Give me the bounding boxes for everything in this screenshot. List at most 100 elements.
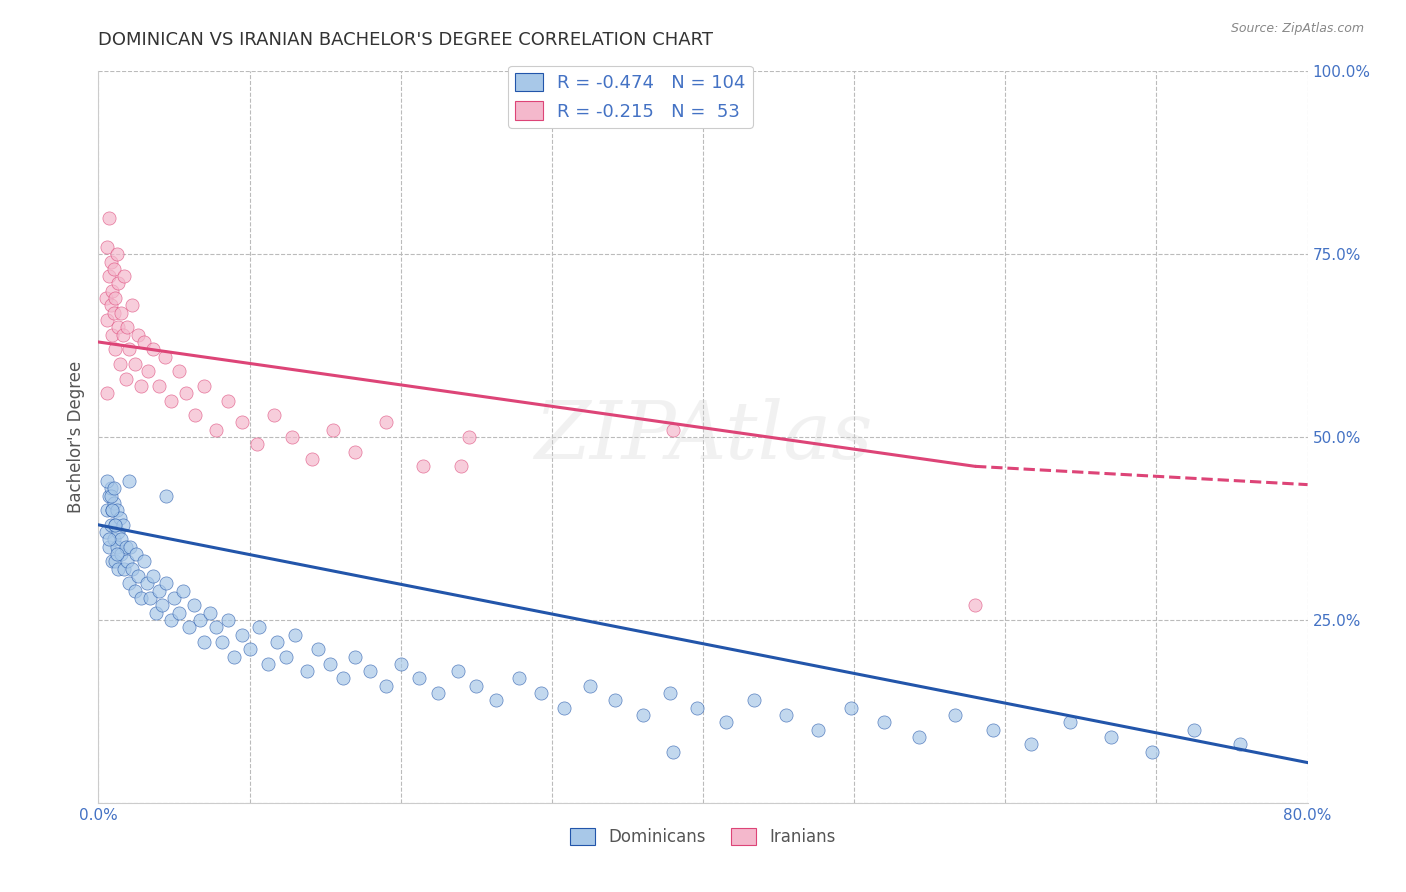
- Point: [231, 416, 253, 430]
- Point: [98, 540, 121, 554]
- Point: [205, 620, 228, 634]
- Point: [107, 277, 129, 291]
- Point: [100, 481, 122, 495]
- Point: [193, 635, 215, 649]
- Point: [111, 517, 134, 532]
- Point: [179, 620, 201, 634]
- Point: [103, 496, 125, 510]
- Point: [114, 540, 136, 554]
- Point: [193, 379, 215, 393]
- Point: [129, 379, 152, 393]
- Point: [136, 364, 159, 378]
- Point: [96, 503, 118, 517]
- Point: [360, 664, 382, 678]
- Point: [224, 649, 246, 664]
- Point: [100, 298, 122, 312]
- Point: [132, 334, 155, 349]
- Point: [217, 393, 239, 408]
- Point: [631, 708, 654, 723]
- Point: [148, 379, 170, 393]
- Point: [101, 503, 124, 517]
- Point: [101, 554, 124, 568]
- Point: [256, 657, 278, 671]
- Legend: Dominicans, Iranians: Dominicans, Iranians: [564, 822, 842, 853]
- Point: [374, 416, 396, 430]
- Point: [322, 423, 344, 437]
- Point: [142, 569, 165, 583]
- Point: [1140, 745, 1163, 759]
- Y-axis label: Bachelor's Degree: Bachelor's Degree: [66, 361, 84, 513]
- Point: [508, 672, 530, 686]
- Point: [266, 635, 288, 649]
- Point: [1229, 737, 1251, 751]
- Point: [231, 627, 253, 641]
- Point: [163, 591, 186, 605]
- Point: [807, 723, 830, 737]
- Point: [172, 583, 194, 598]
- Point: [110, 306, 132, 320]
- Point: [98, 211, 121, 225]
- Point: [447, 664, 470, 678]
- Point: [103, 261, 125, 276]
- Point: [105, 540, 128, 554]
- Point: [127, 327, 149, 342]
- Point: [908, 730, 931, 744]
- Point: [714, 715, 737, 730]
- Point: [100, 517, 122, 532]
- Point: [775, 708, 797, 723]
- Point: [153, 350, 176, 364]
- Point: [125, 547, 148, 561]
- Text: DOMINICAN VS IRANIAN BACHELOR'S DEGREE CORRELATION CHART: DOMINICAN VS IRANIAN BACHELOR'S DEGREE C…: [98, 31, 713, 49]
- Point: [661, 745, 683, 759]
- Point: [174, 386, 197, 401]
- Point: [105, 503, 128, 517]
- Point: [103, 306, 125, 320]
- Point: [465, 679, 488, 693]
- Point: [578, 679, 600, 693]
- Point: [96, 313, 118, 327]
- Point: [129, 591, 152, 605]
- Point: [110, 547, 132, 561]
- Point: [457, 430, 479, 444]
- Point: [114, 371, 136, 385]
- Point: [94, 525, 117, 540]
- Point: [94, 291, 117, 305]
- Point: [115, 554, 138, 568]
- Point: [104, 554, 127, 568]
- Point: [295, 664, 318, 678]
- Point: [239, 642, 262, 657]
- Point: [530, 686, 553, 700]
- Point: [188, 613, 211, 627]
- Point: [155, 576, 177, 591]
- Point: [145, 606, 167, 620]
- Point: [307, 642, 329, 657]
- Point: [344, 444, 367, 458]
- Point: [389, 657, 412, 671]
- Point: [217, 613, 239, 627]
- Point: [247, 620, 270, 634]
- Point: [205, 423, 228, 437]
- Point: [274, 649, 297, 664]
- Point: [135, 576, 157, 591]
- Point: [263, 408, 285, 422]
- Point: [686, 700, 709, 714]
- Point: [485, 693, 508, 707]
- Point: [104, 291, 127, 305]
- Point: [284, 627, 307, 641]
- Point: [184, 408, 207, 422]
- Point: [96, 474, 118, 488]
- Point: [139, 591, 162, 605]
- Point: [873, 715, 896, 730]
- Point: [1019, 737, 1042, 751]
- Point: [118, 474, 141, 488]
- Point: [160, 613, 183, 627]
- Point: [104, 517, 127, 532]
- Point: [200, 606, 222, 620]
- Point: [127, 569, 149, 583]
- Point: [1099, 730, 1122, 744]
- Point: [96, 386, 118, 401]
- Point: [104, 343, 127, 357]
- Point: [98, 489, 121, 503]
- Point: [142, 343, 165, 357]
- Point: [100, 254, 122, 268]
